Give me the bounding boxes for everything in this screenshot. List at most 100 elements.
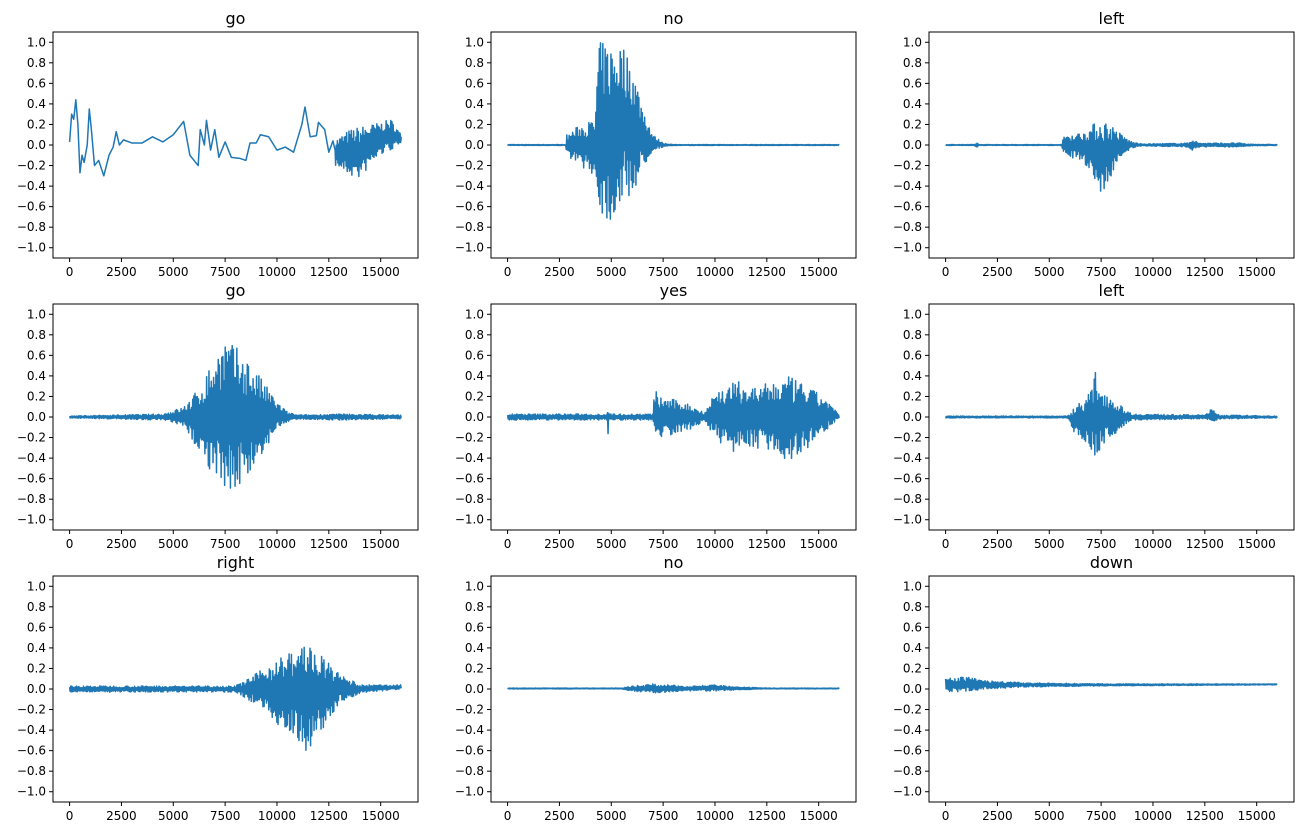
x-tick-label: 12500 bbox=[310, 265, 348, 279]
y-tick-label: −0.4 bbox=[455, 451, 484, 465]
x-tick-label: 2500 bbox=[982, 537, 1013, 551]
x-tick-label: 15000 bbox=[362, 265, 400, 279]
x-tick-label: 7500 bbox=[210, 537, 241, 551]
y-tick-label: −0.8 bbox=[17, 220, 46, 234]
subplot-title: left bbox=[1099, 9, 1125, 28]
y-tick-label: −1.0 bbox=[893, 785, 922, 799]
subplot-8: no 0 2500 5000 7500 10000 12500 15000 1.0 0.8 0.6 0… bbox=[455, 553, 857, 823]
y-tick-label: 1.0 bbox=[465, 579, 484, 593]
x-tick-label: 7500 bbox=[210, 809, 241, 823]
y-tick-label: 0.6 bbox=[27, 76, 46, 90]
y-tick-label: 0.6 bbox=[27, 620, 46, 634]
y-tick-label: 1.0 bbox=[903, 579, 922, 593]
x-tick-label: 15000 bbox=[800, 809, 838, 823]
x-tick-label: 15000 bbox=[1238, 537, 1276, 551]
y-tick-label: 0.6 bbox=[465, 620, 484, 634]
y-tick-label: 1.0 bbox=[903, 307, 922, 321]
waveform-line bbox=[68, 646, 402, 751]
x-tick-label: 12500 bbox=[748, 809, 786, 823]
subplot-title: right bbox=[217, 553, 255, 572]
x-tick-label: 10000 bbox=[258, 809, 296, 823]
y-tick-label: 0.6 bbox=[465, 76, 484, 90]
x-tick-label: 2500 bbox=[106, 809, 137, 823]
x-tick-label: 15000 bbox=[362, 537, 400, 551]
y-tick-label: −0.2 bbox=[893, 159, 922, 173]
x-tick-label: 10000 bbox=[258, 537, 296, 551]
x-tick-label: 5000 bbox=[158, 809, 189, 823]
x-tick-label: 0 bbox=[66, 809, 74, 823]
y-tick-label: 1.0 bbox=[903, 35, 922, 49]
y-tick-label: −0.8 bbox=[17, 492, 46, 506]
x-tick-label: 7500 bbox=[648, 537, 679, 551]
y-tick-label: 0.6 bbox=[903, 348, 922, 362]
y-tick-label: −0.6 bbox=[455, 744, 484, 758]
waveform-line bbox=[507, 683, 840, 694]
y-tick-label: −0.6 bbox=[17, 200, 46, 214]
y-tick-label: 1.0 bbox=[27, 35, 46, 49]
y-tick-label: 0.0 bbox=[903, 682, 922, 696]
x-tick-label: 5000 bbox=[158, 537, 189, 551]
x-tick-label: 10000 bbox=[696, 537, 734, 551]
y-tick-label: −0.2 bbox=[893, 703, 922, 717]
y-tick-label: 0.8 bbox=[465, 328, 484, 342]
subplot-title: go bbox=[226, 281, 246, 300]
y-tick-label: 0.8 bbox=[27, 56, 46, 70]
waveform-line bbox=[68, 99, 402, 178]
x-tick-label: 10000 bbox=[696, 809, 734, 823]
y-tick-label: 0.8 bbox=[903, 56, 922, 70]
y-tick-label: 0.0 bbox=[903, 410, 922, 424]
y-tick-label: −0.4 bbox=[893, 451, 922, 465]
y-tick-label: 0.6 bbox=[903, 620, 922, 634]
x-tick-label: 7500 bbox=[210, 265, 241, 279]
y-tick-label: −0.4 bbox=[893, 723, 922, 737]
y-tick-label: 0.2 bbox=[903, 389, 922, 403]
y-tick-label: −0.2 bbox=[893, 431, 922, 445]
x-tick-label: 5000 bbox=[596, 265, 627, 279]
x-tick-label: 12500 bbox=[1186, 537, 1224, 551]
waveform-line bbox=[945, 123, 1278, 192]
y-tick-label: 0.0 bbox=[465, 682, 484, 696]
y-tick-label: −0.4 bbox=[455, 723, 484, 737]
x-tick-label: 10000 bbox=[696, 265, 734, 279]
subplot-6: left 0 2500 5000 7500 10000 12500 15000 1.0 0.8 0.… bbox=[893, 281, 1295, 551]
y-tick-label: 0.6 bbox=[27, 348, 46, 362]
x-tick-label: 2500 bbox=[106, 265, 137, 279]
subplot-title: left bbox=[1099, 281, 1125, 300]
y-tick-label: 0.2 bbox=[27, 389, 46, 403]
y-tick-label: 0.2 bbox=[465, 389, 484, 403]
x-tick-label: 10000 bbox=[1134, 537, 1172, 551]
y-tick-label: −0.4 bbox=[455, 179, 484, 193]
x-tick-label: 12500 bbox=[1186, 265, 1224, 279]
x-tick-label: 7500 bbox=[1086, 537, 1117, 551]
y-tick-label: −0.8 bbox=[893, 492, 922, 506]
y-tick-label: −0.6 bbox=[893, 472, 922, 486]
subplot-5: yes 0 2500 5000 7500 10000 12500 15000 1.0 0.8 0.6… bbox=[455, 281, 857, 551]
subplot-title: down bbox=[1090, 553, 1133, 572]
y-tick-label: 0.0 bbox=[27, 138, 46, 152]
y-tick-label: −0.8 bbox=[17, 764, 46, 778]
x-tick-label: 0 bbox=[66, 537, 74, 551]
x-tick-label: 0 bbox=[504, 809, 512, 823]
y-tick-label: 0.4 bbox=[27, 641, 46, 655]
y-tick-label: −0.4 bbox=[17, 723, 46, 737]
y-tick-label: 0.4 bbox=[465, 641, 484, 655]
y-tick-label: −1.0 bbox=[893, 513, 922, 527]
y-tick-label: −0.6 bbox=[455, 472, 484, 486]
y-tick-label: −0.6 bbox=[893, 744, 922, 758]
x-tick-label: 12500 bbox=[748, 537, 786, 551]
subplot-7: right 0 2500 5000 7500 10000 12500 15000 1.0 0.8 0… bbox=[17, 553, 419, 823]
y-tick-label: −0.6 bbox=[455, 200, 484, 214]
y-tick-label: 0.2 bbox=[27, 661, 46, 675]
y-tick-label: −1.0 bbox=[17, 241, 46, 255]
y-tick-label: −0.8 bbox=[893, 220, 922, 234]
y-tick-label: −0.2 bbox=[455, 703, 484, 717]
y-tick-label: −0.6 bbox=[17, 744, 46, 758]
x-tick-label: 10000 bbox=[1134, 265, 1172, 279]
y-tick-label: 0.2 bbox=[465, 661, 484, 675]
x-tick-label: 15000 bbox=[1238, 265, 1276, 279]
x-tick-label: 0 bbox=[942, 537, 950, 551]
y-tick-label: 0.4 bbox=[27, 369, 46, 383]
y-tick-label: −1.0 bbox=[17, 513, 46, 527]
subplot-3: left 0 2500 5000 7500 10000 12500 15000 1.0 0.8 0.… bbox=[893, 9, 1295, 279]
